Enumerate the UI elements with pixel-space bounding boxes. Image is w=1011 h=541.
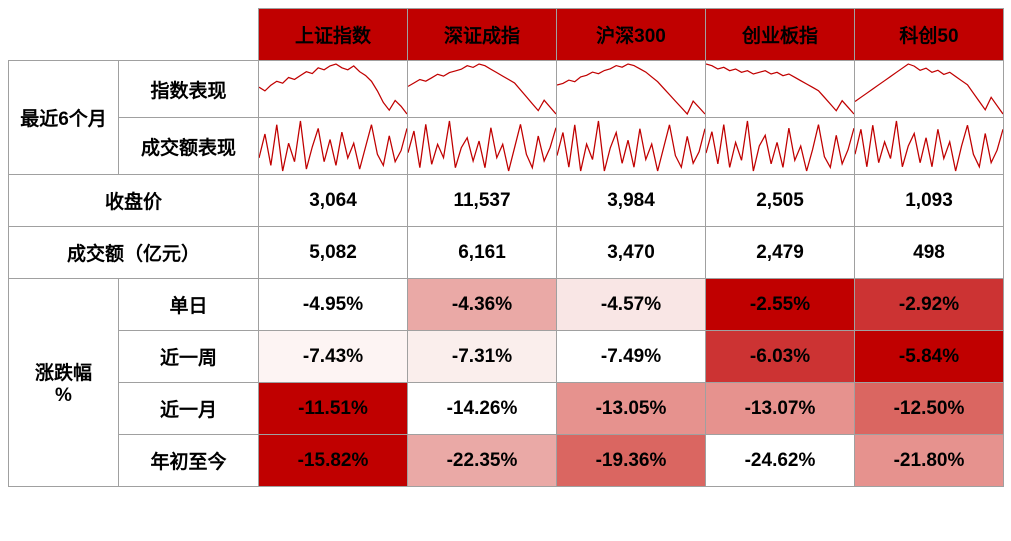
row-pct-month: 近一月 -11.51% -14.26% -13.05% -13.07% -12.… <box>9 383 1004 435</box>
value-cell: 6,161 <box>408 227 557 279</box>
col-header: 创业板指 <box>706 9 855 61</box>
sparkline-cell <box>408 61 557 118</box>
sparkline-cell <box>706 61 855 118</box>
value-cell: 498 <box>855 227 1004 279</box>
sub-label-month: 近一月 <box>119 383 259 435</box>
value-cell: 3,064 <box>259 175 408 227</box>
table-header: 上证指数 深证成指 沪深300 创业板指 科创50 <box>9 9 1004 61</box>
sparkline-cell <box>259 118 408 175</box>
pct-cell: -24.62% <box>706 435 855 487</box>
pct-cell: -13.05% <box>557 383 706 435</box>
sparkline-cell <box>855 61 1004 118</box>
row-close-price: 收盘价 3,064 11,537 3,984 2,505 1,093 <box>9 175 1004 227</box>
pct-cell: -2.55% <box>706 279 855 331</box>
pct-cell: -14.26% <box>408 383 557 435</box>
row-label-close: 收盘价 <box>9 175 259 227</box>
sub-label-ytd: 年初至今 <box>119 435 259 487</box>
sub-label-week: 近一周 <box>119 331 259 383</box>
pct-cell: -4.36% <box>408 279 557 331</box>
group-label-pct: 涨跌幅 % <box>9 279 119 487</box>
row-volume-performance: 成交额表现 <box>9 118 1004 175</box>
pct-cell: -7.43% <box>259 331 408 383</box>
pct-cell: -7.31% <box>408 331 557 383</box>
pct-cell: -7.49% <box>557 331 706 383</box>
sub-label-volume-perf: 成交额表现 <box>119 118 259 175</box>
value-cell: 3,470 <box>557 227 706 279</box>
row-pct-ytd: 年初至今 -15.82% -22.35% -19.36% -24.62% -21… <box>9 435 1004 487</box>
value-cell: 2,505 <box>706 175 855 227</box>
sparkline-cell <box>706 118 855 175</box>
row-pct-week: 近一周 -7.43% -7.31% -7.49% -6.03% -5.84% <box>9 331 1004 383</box>
value-cell: 5,082 <box>259 227 408 279</box>
pct-cell: -12.50% <box>855 383 1004 435</box>
col-header: 科创50 <box>855 9 1004 61</box>
col-header: 深证成指 <box>408 9 557 61</box>
value-cell: 11,537 <box>408 175 557 227</box>
row-turnover: 成交额（亿元） 5,082 6,161 3,470 2,479 498 <box>9 227 1004 279</box>
col-header: 沪深300 <box>557 9 706 61</box>
row-pct-day: 涨跌幅 % 单日 -4.95% -4.36% -4.57% -2.55% -2.… <box>9 279 1004 331</box>
pct-cell: -19.36% <box>557 435 706 487</box>
pct-cell: -5.84% <box>855 331 1004 383</box>
sub-label-day: 单日 <box>119 279 259 331</box>
pct-cell: -22.35% <box>408 435 557 487</box>
sparkline-cell <box>855 118 1004 175</box>
value-cell: 1,093 <box>855 175 1004 227</box>
corner-blank <box>9 9 259 61</box>
index-summary-table: 上证指数 深证成指 沪深300 创业板指 科创50 最近6个月 指数表现 成交额… <box>8 8 1004 487</box>
pct-cell: -6.03% <box>706 331 855 383</box>
value-cell: 3,984 <box>557 175 706 227</box>
pct-cell: -4.57% <box>557 279 706 331</box>
group-label-6m: 最近6个月 <box>9 61 119 175</box>
row-label-turnover: 成交额（亿元） <box>9 227 259 279</box>
pct-cell: -4.95% <box>259 279 408 331</box>
sparkline-cell <box>408 118 557 175</box>
sparkline-cell <box>557 61 706 118</box>
value-cell: 2,479 <box>706 227 855 279</box>
pct-cell: -11.51% <box>259 383 408 435</box>
pct-cell: -21.80% <box>855 435 1004 487</box>
col-header: 上证指数 <box>259 9 408 61</box>
pct-cell: -15.82% <box>259 435 408 487</box>
sparkline-cell <box>259 61 408 118</box>
row-index-performance: 最近6个月 指数表现 <box>9 61 1004 118</box>
sparkline-cell <box>557 118 706 175</box>
pct-cell: -2.92% <box>855 279 1004 331</box>
sub-label-index-perf: 指数表现 <box>119 61 259 118</box>
pct-cell: -13.07% <box>706 383 855 435</box>
